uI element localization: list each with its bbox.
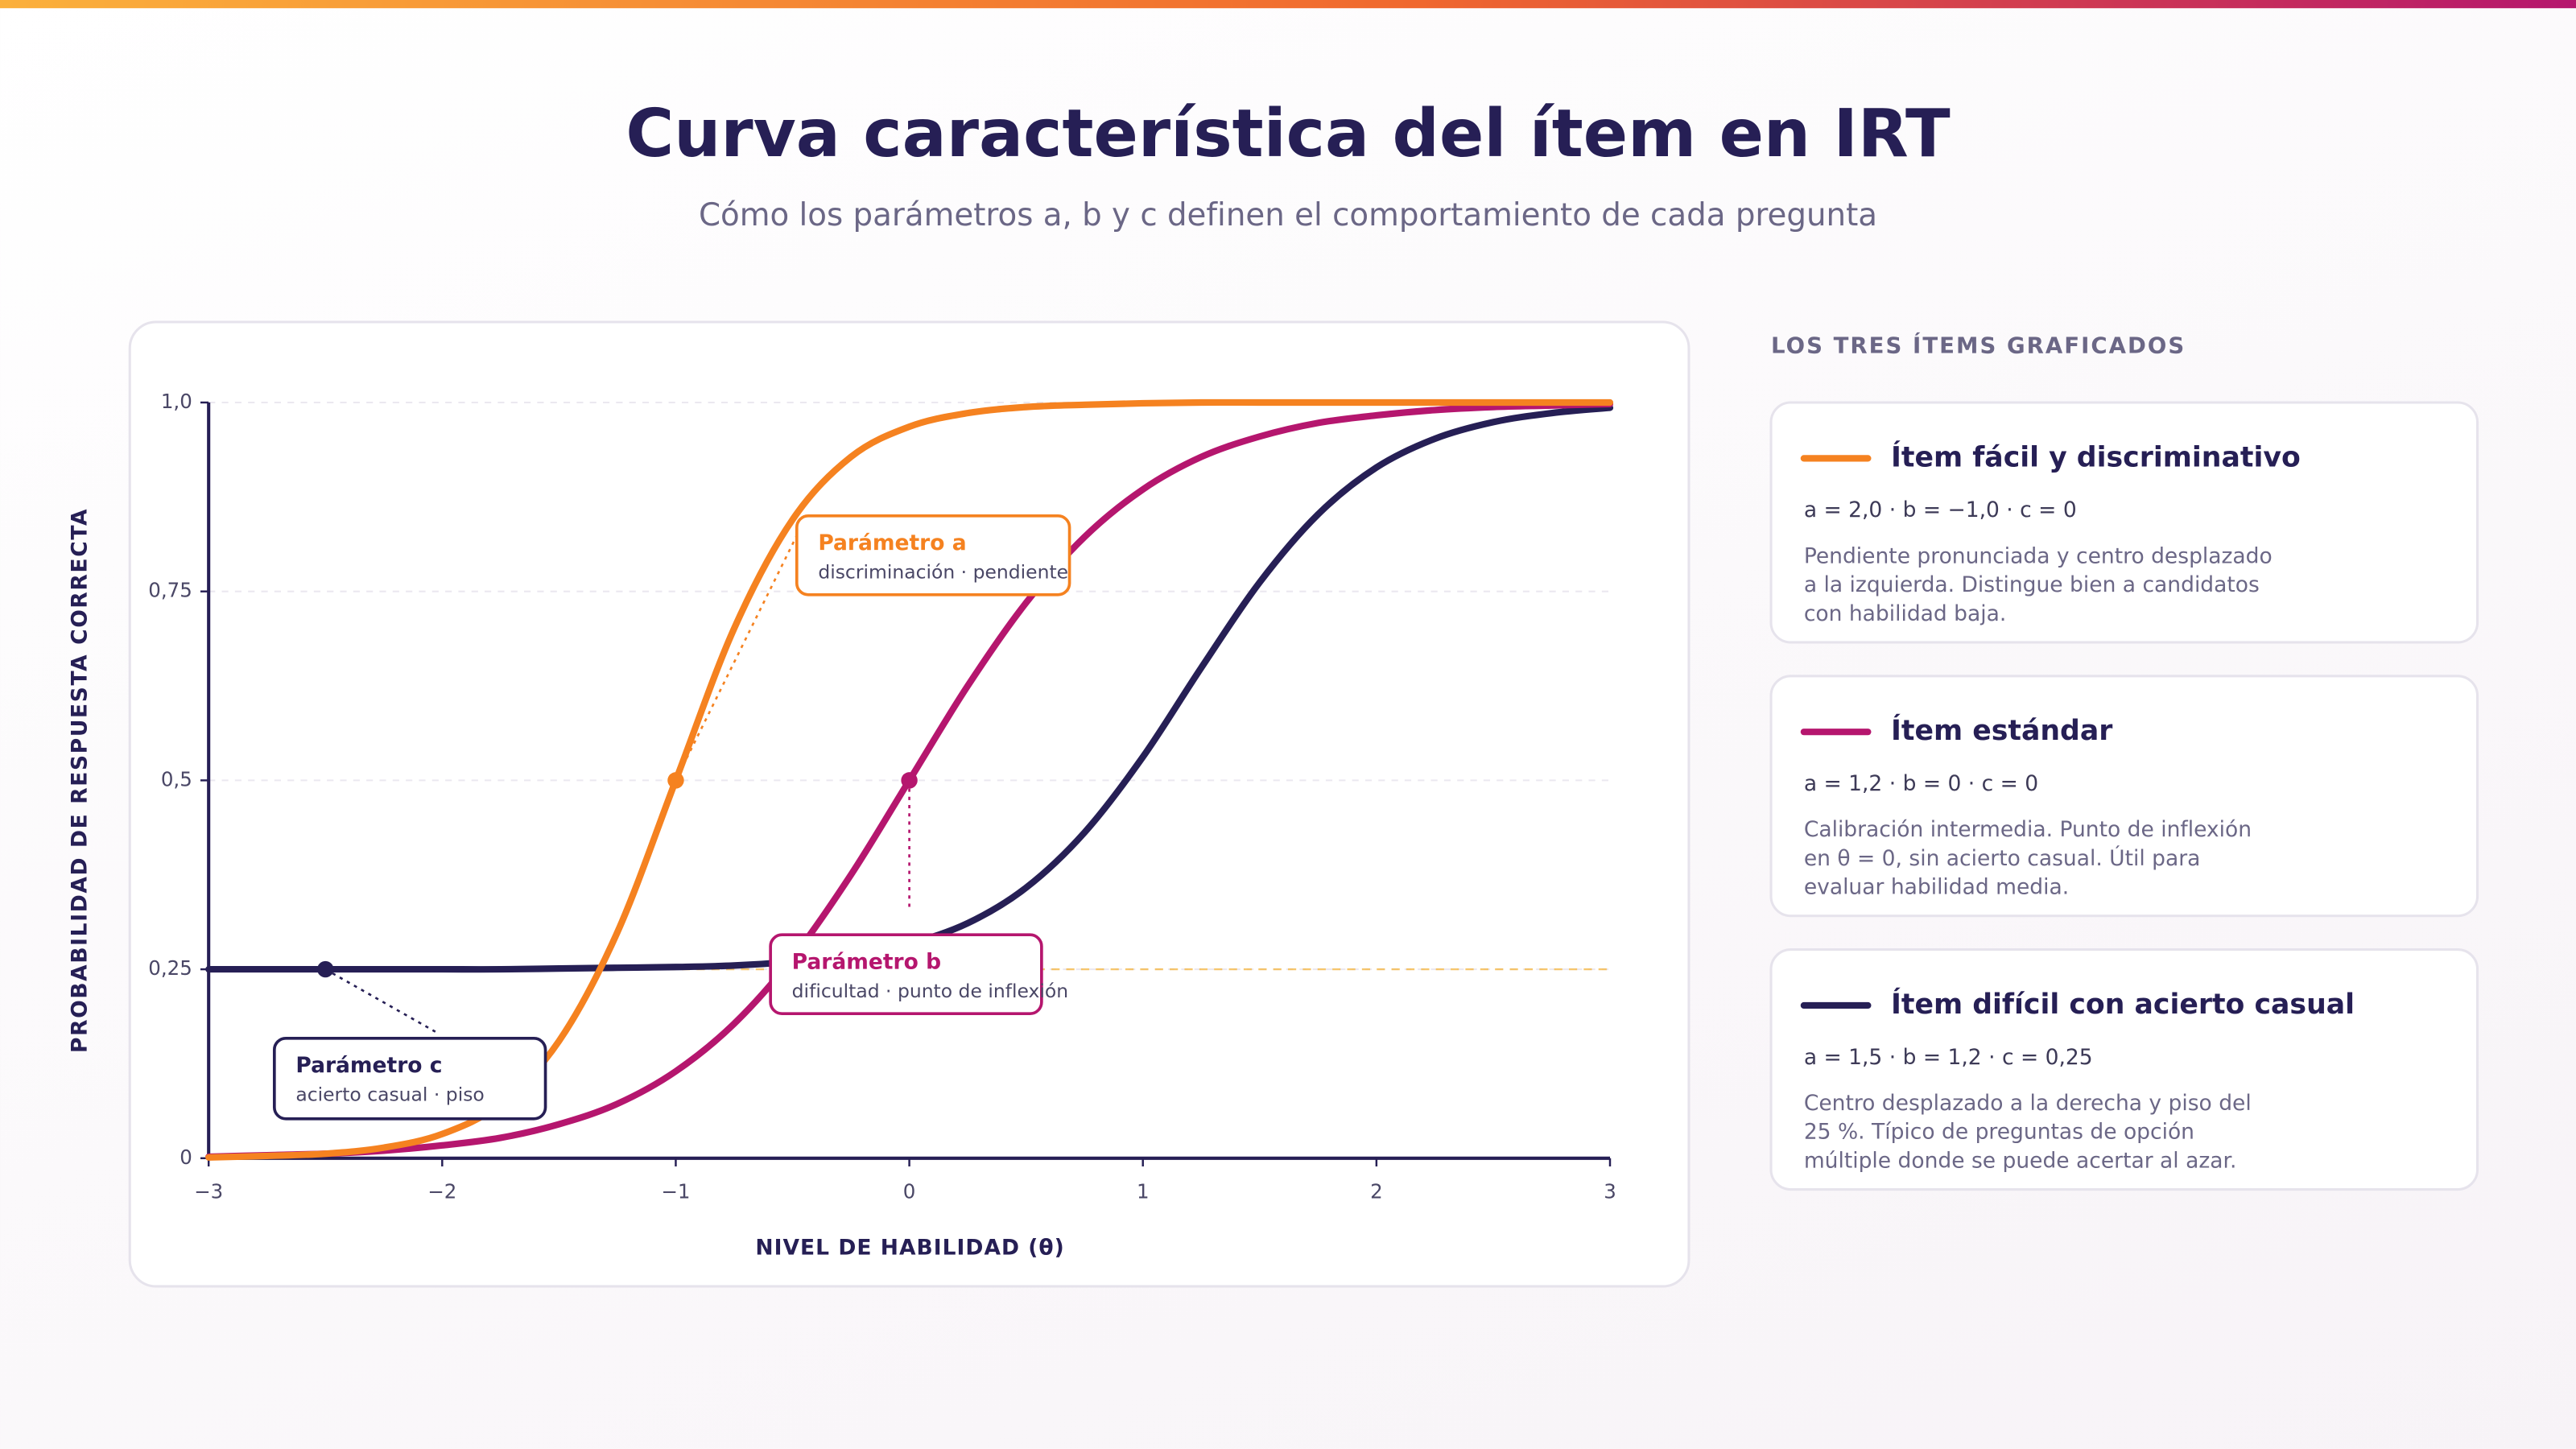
legend-title: Ítem difícil con acierto casual	[1891, 987, 2355, 1021]
y-tick-label: 0	[180, 1146, 192, 1169]
legend-card	[1769, 401, 2479, 644]
legend-description: múltiple donde se puede acertar al azar.	[1804, 1148, 2237, 1173]
legend: Ítem fácil y discriminativo a = 2,0 · b =…	[1769, 401, 2479, 1191]
legend-description: Centro desplazado a la derecha y piso de…	[1804, 1091, 2252, 1116]
legend-heading: LOS TRES ÍTEMS GRAFICADOS	[1771, 332, 2186, 359]
annotation-title: Parámetro c	[295, 1053, 442, 1078]
legend-title: Ítem fácil y discriminativo	[1891, 440, 2301, 473]
legend-description: evaluar habilidad media.	[1804, 875, 2069, 900]
top-bar	[0, 0, 2576, 9]
x-tick-label: 1	[1137, 1180, 1150, 1203]
y-tick-label: 0,5	[161, 767, 192, 791]
legend-card	[1769, 948, 2479, 1191]
annotation-point	[317, 960, 334, 978]
annotation-text: dificultad · punto de inflexión	[792, 980, 1068, 1002]
y-axis-label: PROBABILIDAD DE RESPUESTA CORRECTA	[68, 508, 93, 1053]
legend-description: Calibración intermedia. Punto de inflexi…	[1804, 817, 2252, 842]
y-tick-label: 1,0	[161, 390, 192, 413]
annotation-title: Parámetro b	[792, 949, 941, 974]
legend-description: 25 %. Típico de preguntas de opción	[1804, 1120, 2194, 1145]
x-tick-label: 3	[1604, 1180, 1616, 1203]
y-tick-label: 0,25	[148, 956, 192, 980]
x-tick-label: −3	[194, 1180, 223, 1203]
series-line	[205, 404, 1614, 973]
annotation-text: acierto casual · piso	[295, 1084, 484, 1106]
x-tick-label: 2	[1370, 1180, 1383, 1203]
legend-card	[1769, 675, 2479, 918]
annotation-box	[272, 1036, 547, 1121]
legend-params: a = 2,0 · b = −1,0 · c = 0	[1804, 497, 2077, 522]
x-tick-label: −2	[427, 1180, 456, 1203]
legend-params: a = 1,2 · b = 0 · c = 0	[1804, 771, 2038, 796]
annotation-title: Parámetro a	[818, 530, 966, 555]
legend-title: Ítem estándar	[1891, 713, 2112, 747]
annotation-box	[795, 514, 1071, 597]
legend-description: a la izquierda. Distingue bien a candida…	[1804, 572, 2260, 597]
annotation-text: discriminación · pendiente	[818, 561, 1068, 584]
annotation-point	[667, 772, 684, 789]
legend-description: Pendiente pronunciada y centro desplazad…	[1804, 543, 2273, 568]
x-tick-label: −1	[661, 1180, 690, 1203]
page-title: Curva característica del ítem en IRT	[625, 96, 1951, 172]
annotation-point	[901, 772, 918, 789]
page-subtitle: Cómo los parámetros a, b y c definen el …	[699, 197, 1877, 233]
legend-description: con habilidad baja.	[1804, 601, 2006, 626]
annotation-box	[769, 933, 1043, 1016]
chart-card	[128, 320, 1690, 1288]
series-line	[205, 398, 1614, 1161]
y-tick-label: 0,75	[148, 579, 192, 602]
x-axis-label: NIVEL DE HABILIDAD (θ)	[755, 1236, 1064, 1261]
plot: 0 0,25 0,5 0,75 1,0 −3 −2 −1 0 1 2 3 Parámetro a disc…	[148, 390, 1616, 1203]
legend-params: a = 1,5 · b = 1,2 · c = 0,25	[1804, 1045, 2093, 1070]
x-tick-label: 0	[903, 1180, 916, 1203]
legend-description: en θ = 0, sin acierto casual. Útil para	[1804, 845, 2201, 871]
